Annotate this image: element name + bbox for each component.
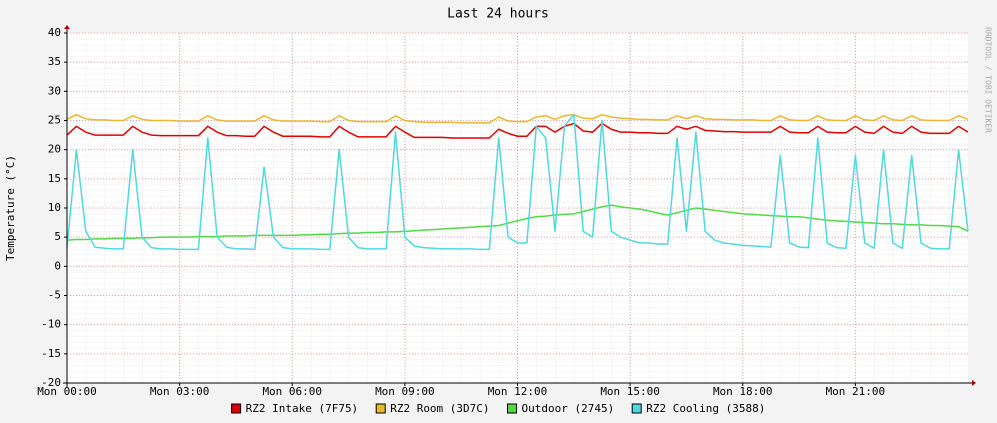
y-tick-label: 40 [48,26,61,39]
y-tick-label: 20 [48,143,61,156]
legend-item: RZ2 Room (3D7C) [375,402,490,415]
series-line [66,122,969,139]
legend-swatch [631,403,642,414]
y-tick-label: -15 [41,347,61,360]
y-tick-label: -20 [41,376,61,389]
x-tick-label: Mon 06:00 [262,385,322,398]
grid [66,32,968,384]
legend-label: RZ2 Cooling (3588) [646,402,765,415]
legend-swatch [507,403,517,414]
legend-swatch [375,403,386,414]
y-tick-label: 10 [48,201,61,214]
legend-item: Outdoor (2745) [507,402,615,415]
y-tick-label: 30 [48,84,61,97]
y-tick-label: 15 [48,172,61,185]
x-tick-label: Mon 18:00 [713,385,773,398]
y-tick-label: 0 [54,259,61,272]
y-tick-label: 25 [48,114,61,127]
legend-label: RZ2 Room (3D7C) [390,402,489,415]
x-tick-label: Mon 09:00 [375,385,435,398]
legend-item: RZ2 Cooling (3588) [631,402,765,415]
chart-title: Last 24 hours [447,7,549,22]
legend-item: RZ2 Intake (7F75) [231,402,359,415]
lines [66,113,969,251]
legend-swatch [231,403,242,414]
watermark: RRDTOOL / TOBI OETIKER [984,27,993,133]
x-tick-label: Mon 12:00 [488,385,548,398]
series-line [66,113,969,124]
y-axis-label: Temperature (°C) [4,155,17,261]
y-tick-label: 5 [54,230,61,243]
y-tick-label: 35 [48,55,61,68]
legend-label: Outdoor (2745) [522,402,615,415]
series-line [66,113,969,251]
y-arrow [64,25,70,29]
legend: RZ2 Intake (7F75) RZ2 Room (3D7C) Outdoor … [231,402,765,415]
x-tick-label: Mon 03:00 [150,385,210,398]
y-tick-label: -10 [41,318,61,331]
x-tick-label: Mon 00:00 [37,385,97,398]
x-tick-label: Mon 21:00 [826,385,886,398]
legend-label: RZ2 Intake (7F75) [246,402,359,415]
axes: -20 -15 -10 -5 0 5 10 15 20 25 30 35 40 Mon 00:00 Mon … [37,25,976,398]
x-arrow [972,380,976,386]
y-tick-label: -5 [48,289,61,302]
x-tick-label: Mon 15:00 [600,385,660,398]
